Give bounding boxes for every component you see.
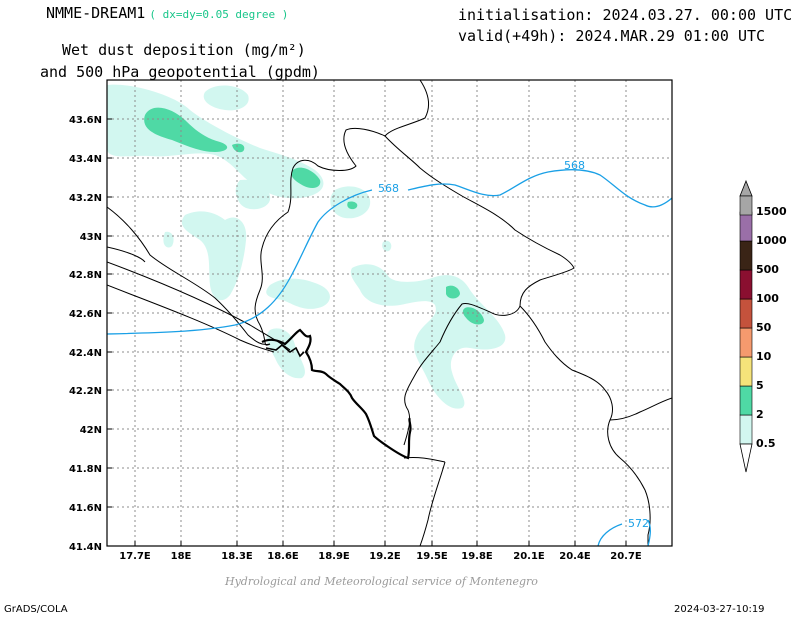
- geopotential-contours: [107, 169, 672, 546]
- lat-tick-labels: 43.6N 43.4N 43.2N 43N 42.8N 42.6N 42.4N …: [69, 115, 102, 553]
- software-label: GrADS/COLA: [4, 604, 68, 615]
- contour-label-568-west: 568: [378, 182, 399, 195]
- colorbar-swatch: [739, 211, 753, 242]
- contour-label-572: 572: [628, 517, 649, 530]
- lat-tick-label: 43.2N: [69, 193, 102, 204]
- lat-tick-label: 41.6N: [69, 503, 102, 514]
- model-title: NMME-DREAM1( dx=dy=0.05 degree ): [46, 4, 288, 22]
- colorbar-label: 10: [756, 350, 772, 363]
- borders: [107, 80, 672, 546]
- colorbar-label: 500: [756, 263, 779, 276]
- colorbar-label: 0.5: [756, 437, 776, 450]
- lat-tick-label: 42N: [80, 425, 102, 436]
- credit-text: Hydrological and Meteorological service …: [225, 575, 538, 588]
- lat-tick-label: 42.4N: [69, 348, 102, 359]
- lon-tick-label: 19.2E: [369, 551, 401, 562]
- model-name: NMME-DREAM1: [46, 4, 146, 22]
- colorbar-label: 5: [756, 379, 764, 392]
- variable-title-line2: and 500 hPa geopotential (gpdm): [40, 63, 320, 81]
- colorbar: 0.5 2 5 10 50 100 500 1000 1500: [739, 179, 787, 473]
- lon-tick-label: 18.6E: [267, 551, 299, 562]
- grid-lines: [107, 80, 672, 546]
- coastline: [261, 328, 412, 460]
- colorbar-top-arrow: [739, 179, 753, 197]
- lat-tick-label: 43.4N: [69, 154, 102, 165]
- init-time: initialisation: 2024.03.27. 00:00 UTC: [458, 6, 793, 24]
- lat-tick-label: 43.6N: [69, 115, 102, 126]
- timestamp-label: 2024-03-27-10:19: [674, 604, 765, 615]
- tick-marks: [107, 118, 627, 547]
- colorbar-swatch: [739, 327, 753, 358]
- colorbar-label: 1500: [756, 205, 787, 218]
- contour-label-568-east: 568: [564, 159, 585, 172]
- lat-tick-label: 43N: [80, 232, 102, 243]
- dust-field: [107, 84, 506, 409]
- lat-tick-label: 41.8N: [69, 464, 102, 475]
- colorbar-swatch: [739, 195, 753, 216]
- colorbar-label: 1000: [756, 234, 787, 247]
- lon-tick-label: 19.8E: [461, 551, 493, 562]
- colorbar-swatch: [739, 385, 753, 416]
- colorbar-swatch: [739, 414, 753, 445]
- colorbar-bottom-arrow: [739, 443, 753, 473]
- bay-of-kotor: [265, 343, 305, 358]
- model-resolution: ( dx=dy=0.05 degree ): [149, 8, 289, 21]
- lat-tick-label: 42.8N: [69, 270, 102, 281]
- colorbar-label: 100: [756, 292, 779, 305]
- lon-tick-label: 18E: [171, 551, 192, 562]
- lon-tick-label: 18.9E: [318, 551, 350, 562]
- lon-tick-labels: 17.7E 18E 18.3E 18.6E 18.9E 19.2E 19.5E …: [119, 551, 642, 562]
- colorbar-swatch: [739, 240, 753, 271]
- lat-tick-label: 41.4N: [69, 542, 102, 553]
- colorbar-swatch: [739, 269, 753, 300]
- lon-tick-label: 20.1E: [513, 551, 545, 562]
- colorbar-swatch: [739, 298, 753, 329]
- lon-tick-label: 20.4E: [559, 551, 591, 562]
- valid-time: valid(+49h): 2024.MAR.29 01:00 UTC: [458, 27, 766, 45]
- lat-tick-label: 42.2N: [69, 386, 102, 397]
- variable-title-line1: Wet dust deposition (mg/m²): [62, 41, 306, 59]
- lon-tick-label: 17.7E: [119, 551, 151, 562]
- lon-tick-label: 18.3E: [221, 551, 253, 562]
- colorbar-label: 50: [756, 321, 772, 334]
- lon-tick-label: 19.5E: [416, 551, 448, 562]
- colorbar-label: 2: [756, 408, 764, 421]
- lat-tick-label: 42.6N: [69, 309, 102, 320]
- lon-tick-label: 20.7E: [610, 551, 642, 562]
- colorbar-swatch: [739, 356, 753, 387]
